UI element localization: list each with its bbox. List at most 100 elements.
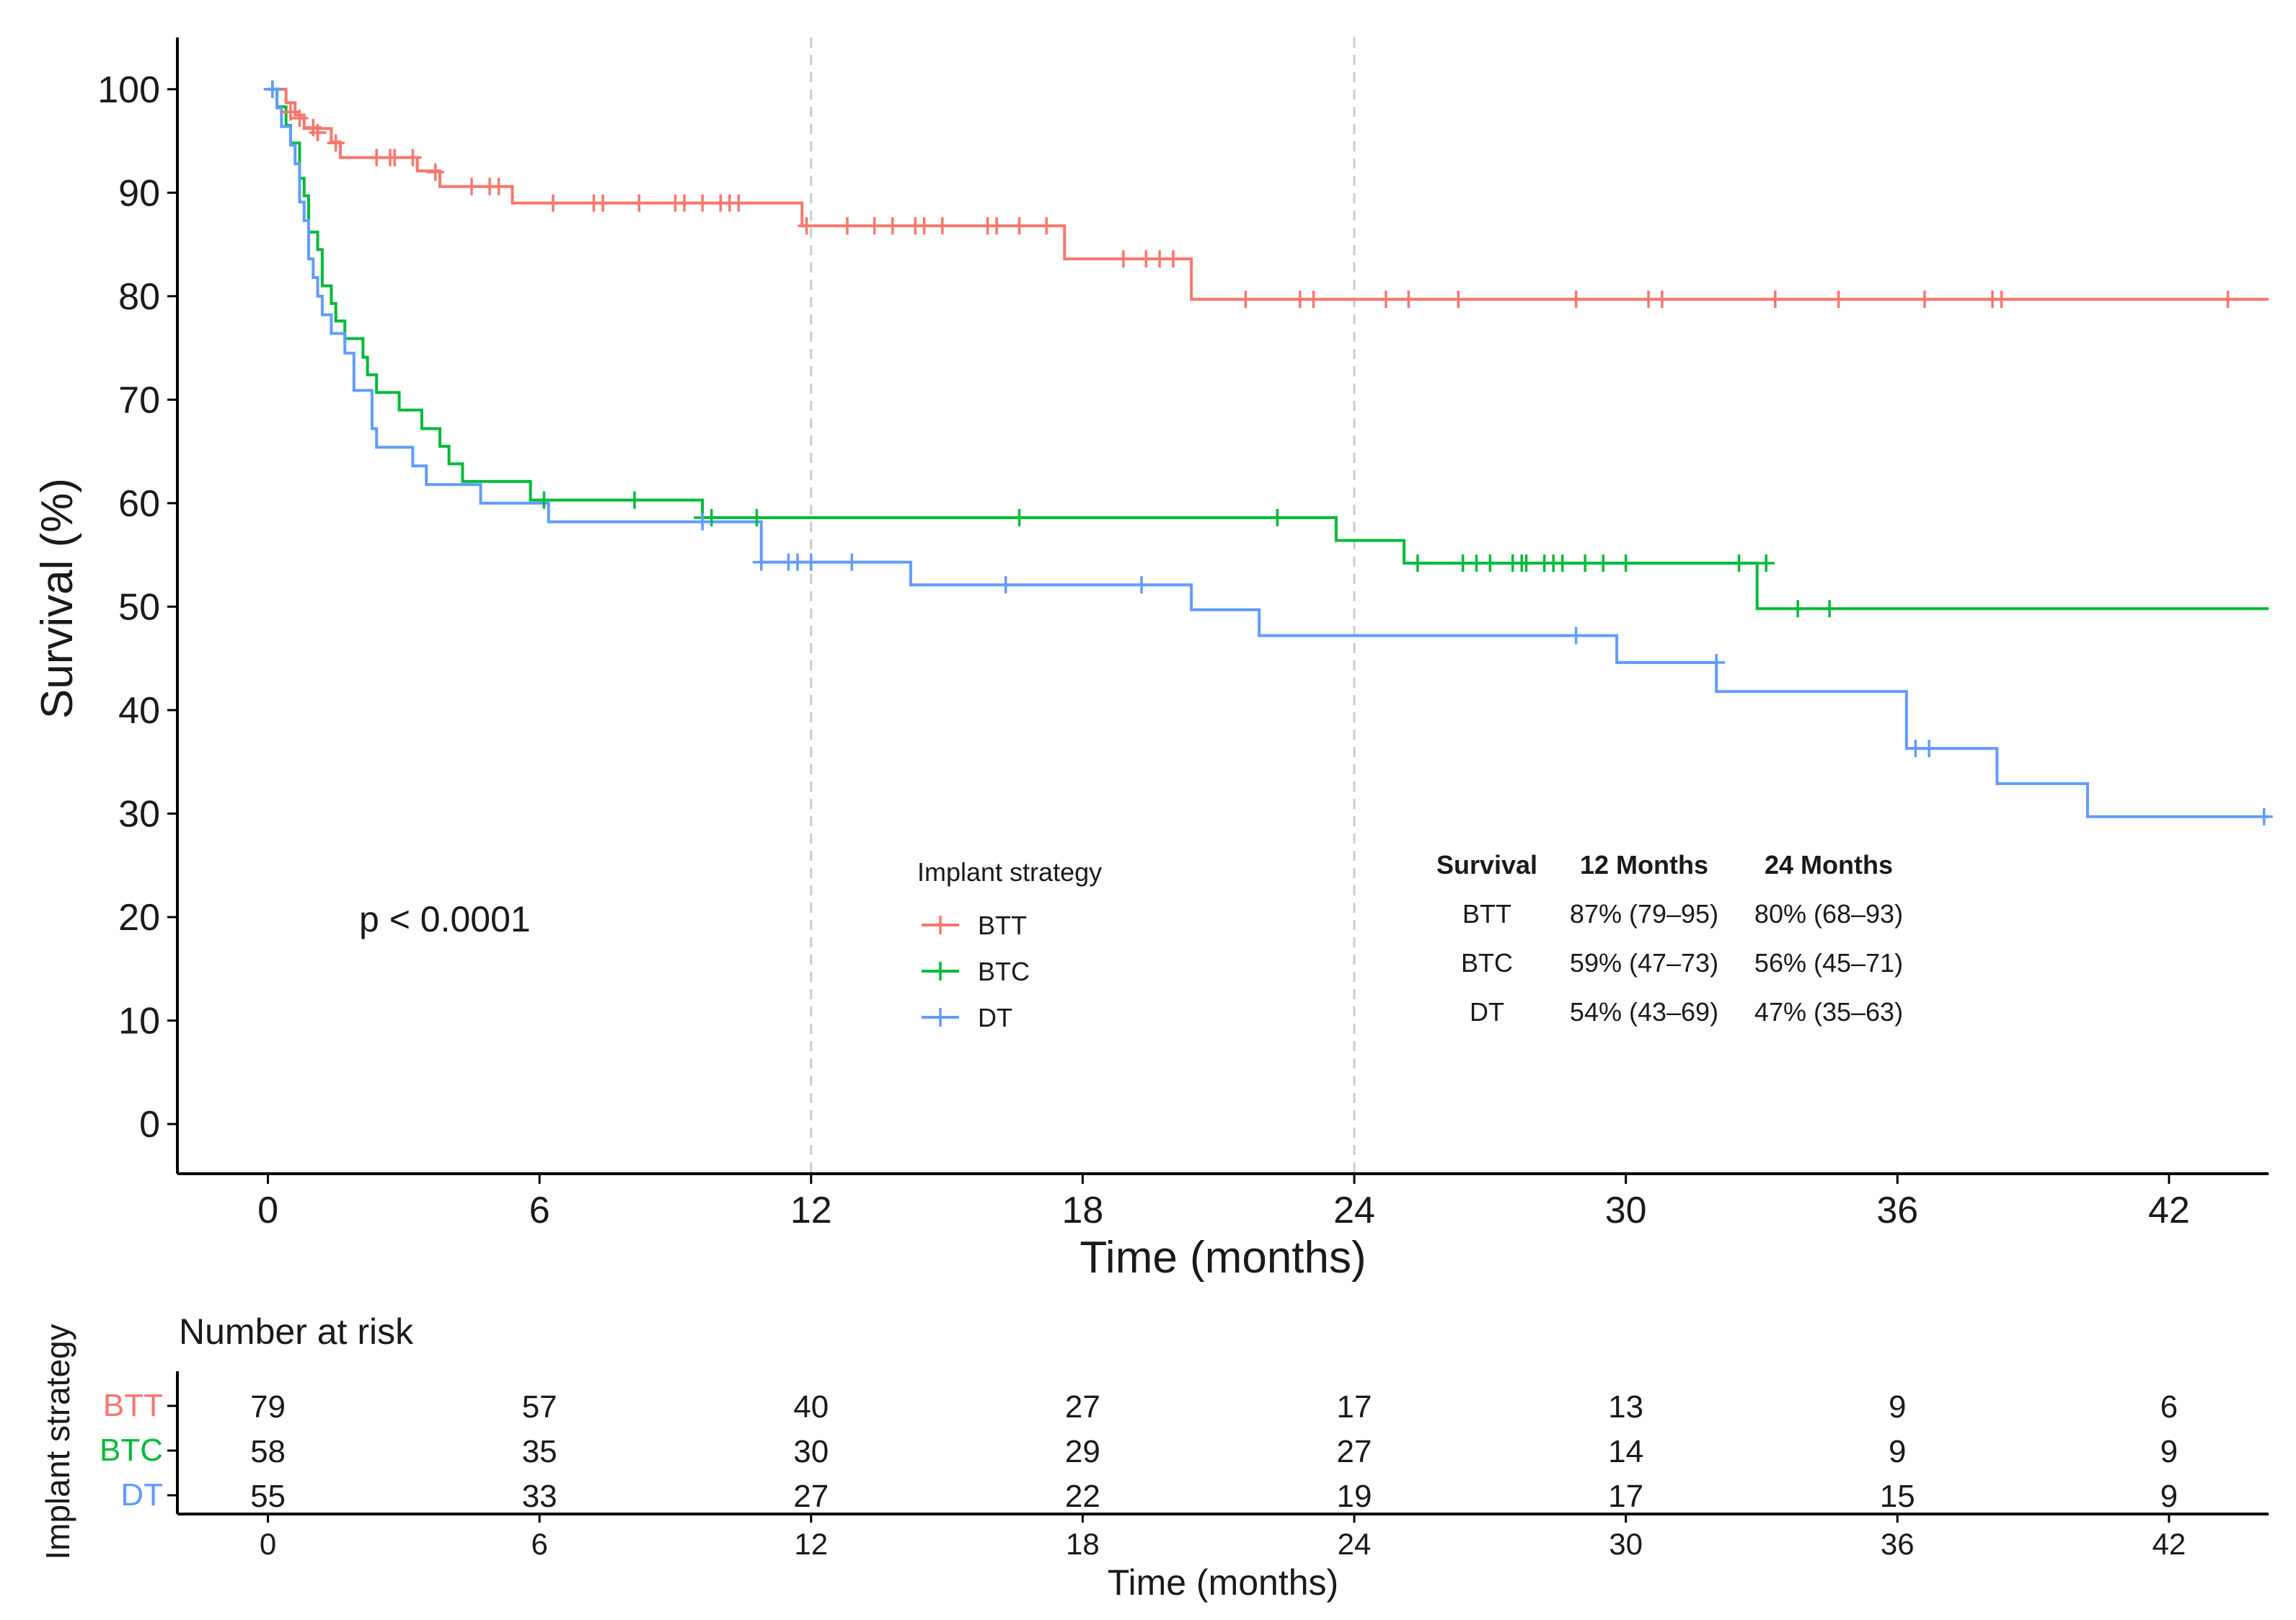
censor-mark-btc [625, 491, 643, 509]
legend-label: DT [978, 1003, 1012, 1032]
censor-mark-dt [1708, 653, 1726, 671]
censor-mark-btc [1730, 554, 1748, 572]
censor-mark-btt [1400, 291, 1418, 309]
x-tick-label: 0 [257, 1190, 278, 1231]
risk-x-tick-label: 6 [531, 1527, 547, 1561]
censor-mark-btt [2219, 291, 2237, 309]
censor-mark-dt [802, 553, 820, 571]
risk-x-tick-label: 30 [1609, 1527, 1643, 1561]
risk-count: 22 [1065, 1479, 1100, 1514]
censor-mark-btt [1164, 250, 1182, 268]
legend-label: BTT [978, 911, 1027, 940]
censor-mark-dt [1133, 576, 1151, 594]
censor-mark-btt [309, 124, 327, 142]
x-axis-title: Time (months) [1079, 1233, 1366, 1283]
censor-mark-dt [1567, 627, 1585, 645]
risk-rows: BTT 79 57 40 27 17 13 9 6 BTC 58 35 30 29 27 14 9 9 DT 55 33… [100, 1388, 2178, 1514]
risk-count: 27 [793, 1479, 829, 1514]
censor-mark-dt [263, 80, 281, 98]
censor-mark-btc [1268, 508, 1286, 526]
legend-title: Implant strategy [917, 857, 1102, 887]
censor-mark-btt [865, 217, 883, 235]
survival-table-header: Survival [1436, 850, 1537, 880]
risk-x-axis-title: Time (months) [1108, 1562, 1338, 1603]
censor-mark-btc [1617, 554, 1635, 572]
censor-mark-btt [291, 109, 309, 127]
censor-marks [263, 80, 2273, 826]
risk-row-dt: DT 55 33 27 22 19 17 15 9 [120, 1477, 2178, 1514]
risk-row-label: BTT [103, 1388, 163, 1423]
survival-table-cell: 59% (47–73) [1570, 948, 1718, 978]
censor-mark-btc [1576, 554, 1594, 572]
censor-mark-btt [594, 194, 612, 212]
censor-mark-btt [798, 217, 816, 235]
censor-mark-btc [1789, 600, 1807, 618]
censor-mark-btt [694, 194, 712, 212]
risk-row-label: DT [120, 1477, 163, 1513]
risk-row-btc: BTC 58 35 30 29 27 14 9 9 [100, 1433, 2178, 1469]
censor-mark-btc [1553, 554, 1571, 572]
y-tick-label: 40 [118, 690, 160, 732]
survival-table-cell: 56% (45–71) [1754, 948, 1903, 978]
censor-mark-dt [2255, 807, 2273, 826]
censor-mark-btt [327, 134, 345, 152]
risk-count: 27 [1065, 1389, 1100, 1425]
risk-count: 33 [522, 1479, 557, 1514]
y-tick-label: 30 [118, 794, 160, 836]
risk-table-title: Number at risk [179, 1311, 414, 1352]
risk-count: 57 [522, 1389, 557, 1425]
x-tick-label: 24 [1333, 1190, 1375, 1231]
censor-mark-btt [544, 194, 562, 212]
survival-table-cell: 47% (35–63) [1754, 997, 1903, 1027]
censor-mark-btt [1010, 217, 1028, 235]
risk-count: 35 [522, 1434, 557, 1469]
y-tick-label: 70 [118, 379, 160, 421]
curve-dt [268, 87, 2269, 818]
survival-table-cell: BTT [1462, 899, 1511, 929]
censor-mark-dt [1920, 740, 1938, 758]
censor-mark-btt [463, 177, 481, 195]
risk-count: 13 [1608, 1389, 1643, 1425]
censor-mark-btt [1114, 250, 1132, 268]
y-tick-label: 60 [118, 483, 160, 525]
censor-mark-btt [426, 163, 444, 181]
legend-item-btc: BTC [922, 957, 1030, 986]
survival-summary-table: Survival 12 Months 24 Months BTT 87% (79–95)… [1436, 850, 1903, 1027]
censor-mark-btt [933, 217, 951, 235]
censor-mark-btc [1757, 554, 1775, 572]
risk-count: 58 [250, 1434, 286, 1469]
censor-mark-btt [1449, 291, 1467, 309]
survival-table-cell: 54% (43–69) [1570, 997, 1718, 1027]
censor-mark-btt [988, 217, 1006, 235]
survival-table-header: 12 Months [1580, 850, 1708, 880]
censor-mark-btt [883, 217, 901, 235]
y-tick-label: 20 [118, 897, 160, 939]
risk-y-axis-title: Implant strategy [39, 1324, 76, 1559]
survival-table-cell: 87% (79–95) [1570, 899, 1718, 929]
censor-mark-dt [752, 553, 770, 571]
risk-count: 79 [250, 1389, 286, 1425]
y-tick-label: 50 [118, 586, 160, 628]
risk-count: 17 [1337, 1389, 1372, 1425]
y-tick-label: 80 [118, 276, 160, 318]
survival-table-cell: DT [1470, 997, 1504, 1027]
risk-count: 29 [1065, 1434, 1100, 1469]
censor-mark-btc [1821, 600, 1839, 618]
censor-mark-btt [1915, 291, 1933, 309]
risk-count: 9 [2160, 1434, 2178, 1469]
censor-mark-btc [748, 508, 766, 526]
risk-row-btt: BTT 79 57 40 27 17 13 9 6 [103, 1388, 2178, 1425]
legend-item-dt: DT [922, 1003, 1012, 1032]
survival-table-cell: BTC [1461, 948, 1513, 978]
risk-x-tick-label: 42 [2152, 1527, 2186, 1561]
censor-mark-dt [997, 576, 1015, 594]
censor-mark-btc [1481, 554, 1499, 572]
risk-x-tick-label: 24 [1338, 1527, 1372, 1561]
legend-item-btt: BTT [922, 911, 1027, 940]
legend: Implant strategy BTT BTC DT [917, 857, 1102, 1032]
censor-mark-btt [1766, 291, 1784, 309]
risk-x-tick-label: 12 [794, 1527, 828, 1561]
censor-mark-btt [1237, 291, 1255, 309]
risk-count: 9 [1889, 1434, 1906, 1469]
